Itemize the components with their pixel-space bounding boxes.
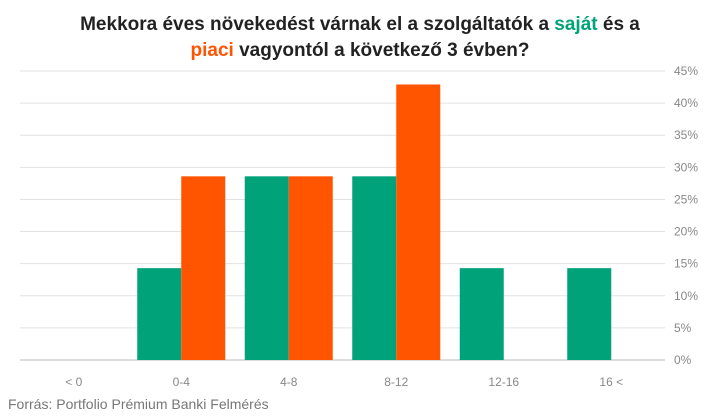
y-tick-label: 35% <box>674 128 698 142</box>
x-tick-label: 12-16 <box>488 375 519 389</box>
x-tick-label: 16 < <box>599 375 623 389</box>
title-highlight-piaci: piaci <box>190 40 234 61</box>
bar-saját-12-16 <box>459 268 504 360</box>
bar-saját-16 < <box>567 268 612 360</box>
y-tick-label: 45% <box>674 64 698 78</box>
title-highlight-sajat: saját <box>554 14 598 35</box>
y-tick-label: 25% <box>674 192 698 206</box>
bar-saját-8-12 <box>352 176 397 360</box>
bar-saját-0-4 <box>137 268 182 360</box>
y-tick-label: 5% <box>674 321 692 335</box>
x-tick-label: 8-12 <box>384 375 408 389</box>
bar-piaci-8-12 <box>396 84 441 360</box>
y-tick-label: 10% <box>674 289 698 303</box>
y-tick-label: 15% <box>674 257 698 271</box>
x-tick-label: 4-8 <box>280 375 298 389</box>
bar-piaci-4-8 <box>288 176 333 360</box>
source-note: Forrás: Portfolio Prémium Banki Felmérés <box>8 396 269 412</box>
y-tick-label: 30% <box>674 160 698 174</box>
chart-title: Mekkora éves növekedést várnak el a szol… <box>0 12 720 64</box>
x-tick-label: 0-4 <box>173 375 191 389</box>
bar-piaci-0-4 <box>181 176 226 360</box>
chart-title-line-1: Mekkora éves növekedést várnak el a szol… <box>80 14 640 35</box>
y-tick-label: 40% <box>674 96 698 110</box>
chart-title-line-2: piaci vagyontól a következő 3 évben? <box>190 40 530 61</box>
y-tick-label: 20% <box>674 225 698 239</box>
x-tick-label: < 0 <box>65 375 82 389</box>
y-tick-label: 0% <box>674 353 692 367</box>
bar-saját-4-8 <box>244 176 289 360</box>
